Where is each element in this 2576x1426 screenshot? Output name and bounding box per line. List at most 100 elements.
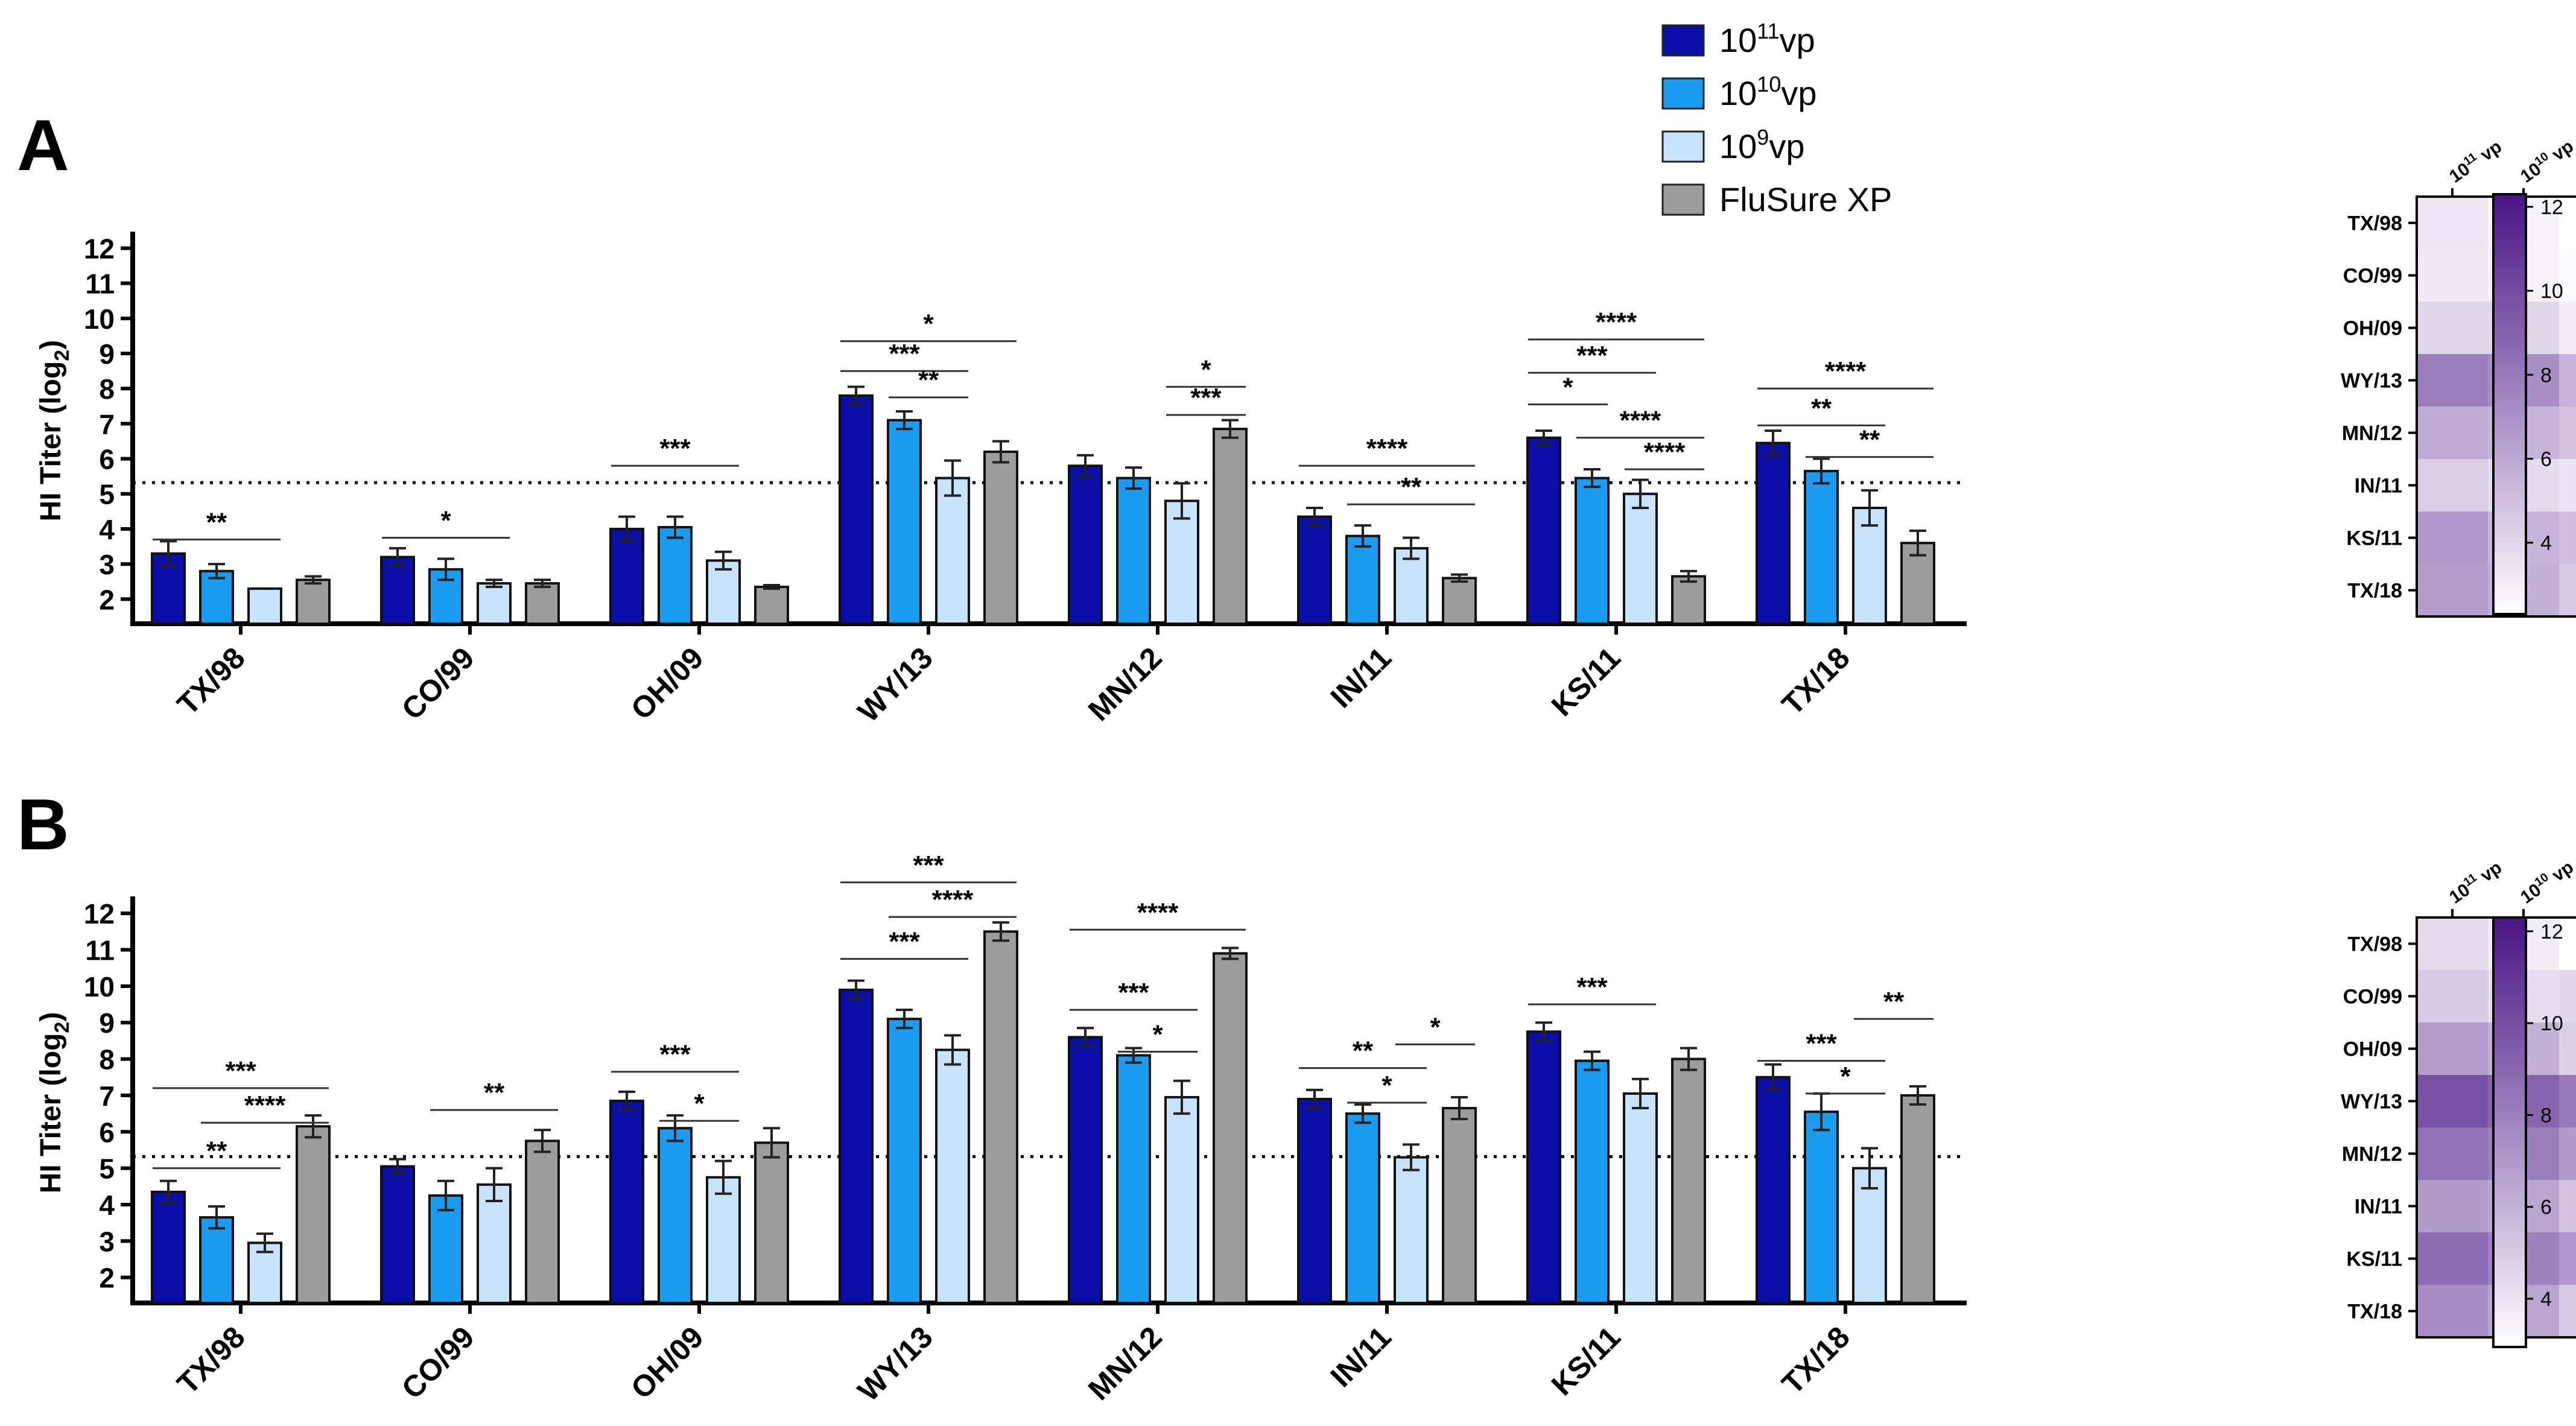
panel-b-significance-label-17: *: [1840, 1062, 1851, 1091]
panel-b-ytick-label-3: 5: [99, 1153, 115, 1185]
panel-b-bar-3-0: [839, 988, 874, 1304]
panel-a-significance-label-1: *: [440, 505, 451, 535]
panel-a-heat-cell-6-2: [2559, 512, 2576, 565]
panel-b-bar-1-2: [477, 1183, 512, 1305]
panel-b-significance-12: **: [1299, 1036, 1427, 1070]
panel-a-bar-7-1: [1804, 469, 1839, 626]
panel-a-errorbar-3-0: [848, 385, 864, 406]
panel-b-xtick-label-3: WY/13: [851, 1320, 939, 1408]
panel-a-significance-label-9: **: [1401, 472, 1422, 502]
panel-a-heat-cell-4-2: [2559, 407, 2576, 460]
panel-a-heat-cell-2-0: [2417, 302, 2489, 355]
panel-b-bar-1-3: [525, 1139, 560, 1305]
panel-a-bar-3-1: [887, 419, 922, 626]
panel-a-ytick-label-4: 6: [99, 444, 115, 475]
panel-a-heat-row-label-5: IN/11: [2355, 475, 2402, 498]
panel-b-errorbar-5-2: [1403, 1143, 1420, 1171]
panel-a-heat-cell-2-2: [2559, 302, 2576, 355]
panel-a-heat-cell-3-0: [2417, 354, 2489, 407]
panel-a-errorbar-5-3: [1451, 573, 1468, 583]
panel-b-significance-label-8: ***: [889, 927, 920, 957]
legend-label-0: 1011vp: [1719, 19, 1815, 59]
panel-a-bar-2-1: [658, 526, 693, 625]
panel-b-errorbar-6-3: [1680, 1047, 1697, 1071]
panel-a-xtick-label-2: OH/09: [624, 641, 710, 726]
panel-a-errorbar-3-1: [896, 410, 913, 431]
panel-a-heat-cell-5-2: [2559, 459, 2576, 512]
panel-a-errorbar-2-2: [715, 550, 732, 571]
panel-a-ytick-label-3: 5: [99, 479, 115, 510]
panel-b-heat-cell-0-0: [2417, 917, 2489, 971]
panel-a-significance-label-4: ***: [889, 339, 920, 369]
panel-b-heat-cell-4-0: [2417, 1127, 2489, 1180]
panel-a-xtick-label-0: TX/98: [171, 641, 252, 721]
panel-a-ytick-label-8: 10: [84, 303, 115, 335]
panel-b-significance-9: ****: [1070, 898, 1246, 931]
panel-a-bar-6-1: [1575, 477, 1610, 626]
panel-b-heat-cell-5-2: [2559, 1180, 2576, 1233]
panel-b-significance-2: **: [153, 1136, 281, 1170]
panel-b-errorbar-2-1: [667, 1114, 684, 1142]
panel-b-errorbar-0-2: [256, 1232, 273, 1253]
panel-b-ytick-label-5: 7: [99, 1080, 115, 1112]
panel-b-errorbar-0-1: [208, 1205, 225, 1230]
panel-a-errorbar-4-1: [1125, 466, 1142, 490]
panel-b-ytick-label-6: 8: [99, 1044, 115, 1076]
panel-a-significance-11: ***: [1528, 341, 1656, 374]
panel-a-heatmap: TX/98 CO/99 OH/09 WY/13 MN/12 IN/11 KS/11 TX/18…: [2341, 136, 2576, 618]
panel-b-errorbar-3-0: [848, 979, 864, 1000]
panel-b-significance-label-16: ***: [1806, 1029, 1837, 1059]
panel-a-bar-3-3: [983, 450, 1018, 626]
panel-a-significance-label-15: ****: [1825, 357, 1867, 386]
panel-b-xtick-label-1: CO/99: [395, 1320, 481, 1405]
panel-b-errorbar-6-0: [1535, 1021, 1552, 1042]
panel-b-bar-3-3: [983, 930, 1018, 1304]
panel-b-heat-col-label-0: 1011 vp: [2444, 856, 2505, 908]
panel-b-significance-label-18: **: [1883, 987, 1905, 1016]
panel-b-bar-0-0: [151, 1190, 186, 1304]
panel-a-significance-label-11: ***: [1576, 341, 1608, 370]
panel-b-errorbar-0-0: [160, 1179, 177, 1204]
panel-a-colorbar-label-0: 4: [2540, 532, 2552, 555]
panel-b-ytick-label-7: 9: [99, 1007, 115, 1039]
panel-a-significance-16: **: [1757, 393, 1885, 426]
panel-a-heat-row-label-0: TX/98: [2347, 212, 2402, 235]
panel-b-bar-3-1: [887, 1018, 922, 1305]
panel-b-significance-7: ****: [889, 885, 1017, 918]
panel-a-heat-row-label-6: KS/11: [2346, 527, 2402, 550]
panel-a-significance-8: ****: [1299, 434, 1475, 467]
panel-a-xtick-label-1: CO/99: [395, 641, 481, 726]
panel-a-bar-4-2: [1164, 499, 1199, 626]
panel-b-significance-6: ***: [840, 851, 1017, 884]
panel-b-colorbar: [2492, 916, 2527, 1348]
panel-a-bar-7-0: [1756, 442, 1791, 625]
panel-b-heat-row-label-4: MN/12: [2342, 1143, 2402, 1166]
panel-b-significance-label-5: *: [694, 1089, 705, 1118]
panel-b-ytick-label-4: 6: [99, 1117, 115, 1148]
panel-a-significance-label-0: **: [206, 507, 227, 537]
panel-a-bar-2-3: [754, 585, 789, 626]
panel-a-errorbar-0-3: [305, 575, 322, 585]
panel-b-errorbar-0-3: [305, 1114, 322, 1139]
panel-b-bar-3-2: [935, 1048, 970, 1305]
panel-b-xtick-label-5: IN/11: [1324, 1320, 1398, 1393]
panel-b-significance-label-11: *: [1152, 1019, 1163, 1049]
panel-b-heat-cell-5-0: [2417, 1180, 2489, 1233]
panel-a-errorbar-6-1: [1584, 468, 1600, 489]
panel-a-errorbar-7-1: [1813, 457, 1830, 485]
panel-b-significance-17: *: [1806, 1062, 1885, 1095]
panel-a-ytick-label-10: 12: [84, 233, 115, 264]
panel-label-b: B: [17, 784, 69, 865]
panel-a-errorbar-5-1: [1354, 524, 1371, 548]
panel-b-bar-4-3: [1213, 952, 1248, 1304]
panel-b: B 2 3 4 5 6 7 8 9 10 11 12 HI Titer (log2) TX/98 CO/9…: [17, 784, 2576, 1408]
panel-b-errorbar-4-1: [1125, 1047, 1142, 1064]
panel-b-significance-label-12: **: [1353, 1036, 1374, 1066]
panel-a-significance-17: **: [1806, 425, 1934, 458]
panel-b-heat-row-label-1: CO/99: [2343, 986, 2402, 1009]
panel-a-bar-1-1: [428, 568, 463, 625]
panel-a-significance-4: ***: [840, 339, 968, 372]
panel-b-bar-2-0: [609, 1099, 644, 1304]
panel-b-bar-2-2: [706, 1176, 741, 1305]
